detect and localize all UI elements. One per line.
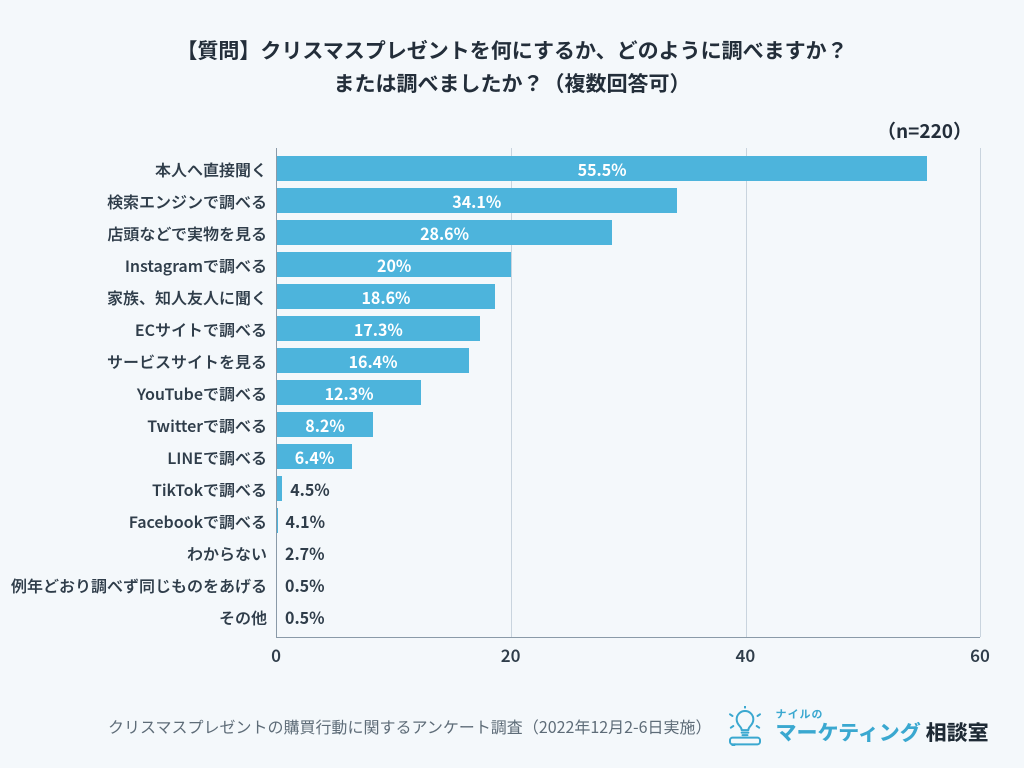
bar: 20% [277, 252, 511, 277]
bar-value: 8.2% [305, 413, 345, 437]
category-label: 例年どおり調べず同じものをあげる [11, 573, 277, 597]
category-label: 家族、知人友人に聞く [107, 285, 277, 309]
bar-chart: 本人へ直接聞く55.5% 検索エンジンで調べる34.1% 店頭などで実物を見る28.… [276, 148, 980, 664]
bar-row: 例年どおり調べず同じものをあげる0.5% [277, 572, 283, 597]
bar: 28.6% [277, 220, 612, 245]
bar: 18.6% [277, 284, 495, 309]
category-label: ECサイトで調べる [135, 317, 277, 341]
bar-row: サービスサイトを見る16.4% [277, 348, 469, 373]
bar-value: 2.7% [285, 541, 325, 565]
x-tick: 40 [735, 642, 755, 667]
category-label: Instagramで調べる [125, 253, 277, 277]
category-label: Twitterで調べる [147, 413, 277, 437]
plot-area: 本人へ直接聞く55.5% 検索エンジンで調べる34.1% 店頭などで実物を見る28.… [276, 148, 980, 638]
gridline [746, 148, 747, 637]
chart-title: 【質問】クリスマスプレゼントを何にするか、どのように調べますか？ または調べまし… [44, 34, 980, 99]
bar-row: その他0.5% [277, 604, 283, 629]
chart-canvas: 【質問】クリスマスプレゼントを何にするか、どのように調べますか？ または調べまし… [0, 0, 1024, 768]
source-text: クリスマスプレゼントの購買行動に関するアンケート調査（2022年12月2-6日実… [108, 714, 711, 738]
category-label: わからない [187, 541, 277, 565]
bar-row: わからない2.7% [277, 540, 309, 565]
bar: 16.4% [277, 348, 469, 373]
category-label: サービスサイトを見る [107, 349, 277, 373]
bar: 55.5% [277, 156, 927, 181]
x-tick: 0 [271, 642, 281, 667]
bar-row: Twitterで調べる8.2% [277, 412, 373, 437]
category-label: TikTokで調べる [152, 477, 277, 501]
bar [277, 508, 278, 533]
title-line-1: 【質問】クリスマスプレゼントを何にするか、どのように調べますか？ [44, 34, 980, 67]
bar-row: Instagramで調べる20% [277, 252, 511, 277]
bar-value: 18.6% [361, 285, 410, 309]
category-label: LINEで調べる [167, 445, 277, 469]
bar-row: ECサイトで調べる17.3% [277, 316, 480, 341]
bar: 8.2% [277, 412, 373, 437]
bar-value: 17.3% [354, 317, 403, 341]
bar-row: 家族、知人友人に聞く18.6% [277, 284, 495, 309]
bar-value: 0.5% [285, 573, 325, 597]
sample-size: （n=220） [44, 117, 980, 144]
category-label: 本人へ直接聞く [155, 157, 277, 181]
bar-row: 検索エンジンで調べる34.1% [277, 188, 677, 213]
category-label: YouTubeで調べる [137, 381, 277, 405]
category-label: その他 [219, 605, 277, 629]
bar-value: 16.4% [349, 349, 398, 373]
brand-logo: ナイルの マーケティング 相談室 [725, 706, 988, 746]
gridline [980, 148, 981, 637]
footer: クリスマスプレゼントの購買行動に関するアンケート調査（2022年12月2-6日実… [0, 706, 1024, 746]
bar-value: 12.3% [325, 381, 374, 405]
bar-row: 本人へ直接聞く55.5% [277, 156, 927, 181]
lightbulb-chat-icon [725, 706, 765, 746]
bar-value: 4.1% [286, 509, 326, 533]
category-label: Facebookで調べる [129, 509, 277, 533]
bar [277, 476, 282, 501]
x-axis-ticks: 0204060 [276, 638, 980, 664]
bar-value: 28.6% [420, 221, 469, 245]
bar-row: YouTubeで調べる12.3% [277, 380, 421, 405]
x-tick: 60 [970, 642, 990, 667]
bar: 34.1% [277, 188, 677, 213]
bar-value: 4.5% [290, 477, 330, 501]
bar-value: 6.4% [295, 445, 335, 469]
bar: 6.4% [277, 444, 352, 469]
bar: 12.3% [277, 380, 421, 405]
bar-value: 34.1% [452, 189, 501, 213]
bar-row: LINEで調べる6.4% [277, 444, 352, 469]
logo-main-text: マーケティング 相談室 [775, 721, 988, 743]
bar-value: 20% [377, 253, 411, 277]
bar-row: Facebookで調べる4.1% [277, 508, 325, 533]
bar-value: 0.5% [285, 605, 325, 629]
category-label: 検索エンジンで調べる [107, 189, 277, 213]
bar-row: TikTokで調べる4.5% [277, 476, 330, 501]
category-label: 店頭などで実物を見る [107, 221, 277, 245]
bar-value: 55.5% [578, 157, 627, 181]
bar: 17.3% [277, 316, 480, 341]
logo-text: ナイルの マーケティング 相談室 [775, 709, 988, 743]
x-tick: 20 [501, 642, 521, 667]
bar-row: 店頭などで実物を見る28.6% [277, 220, 612, 245]
title-line-2: または調べましたか？（複数回答可） [44, 67, 980, 100]
